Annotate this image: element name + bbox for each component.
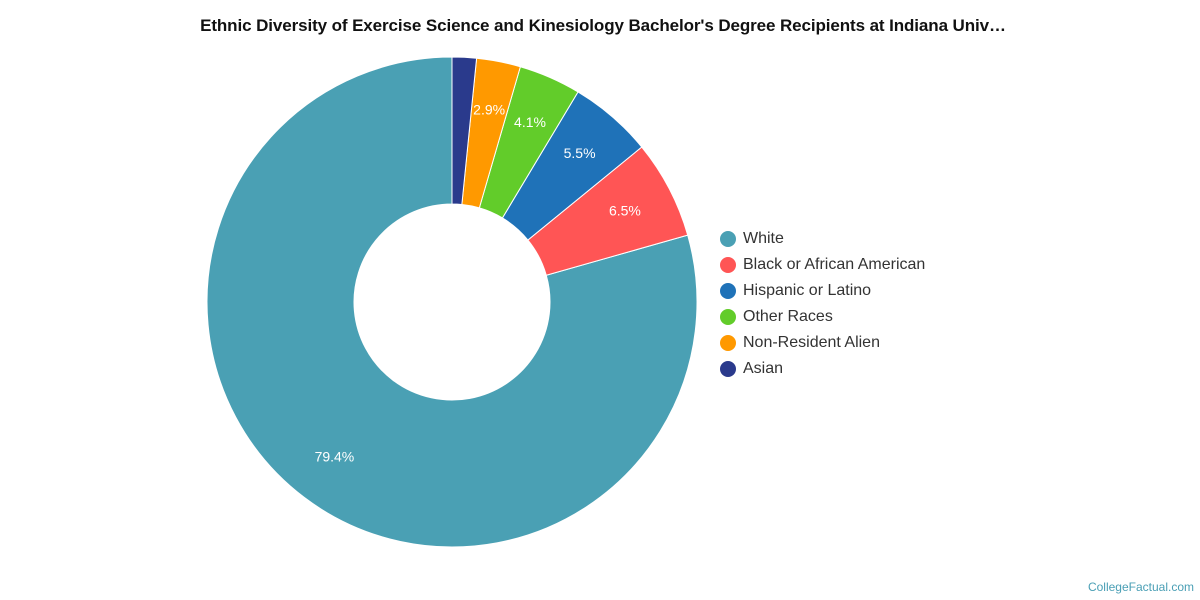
legend-item[interactable]: White [720, 226, 925, 252]
legend-item[interactable]: Asian [720, 356, 925, 382]
legend-swatch [720, 335, 736, 351]
slice-white[interactable] [206, 56, 698, 548]
slice-asian[interactable] [451, 56, 478, 206]
legend-label: Other Races [743, 308, 833, 325]
source-credit[interactable]: CollegeFactual.com [1087, 580, 1194, 594]
slice-label-white: 79.4% [315, 448, 355, 464]
legend-item[interactable]: Black or African American [720, 252, 925, 278]
slice-label-black-or-african-american: 6.5% [609, 203, 641, 219]
legend-label: Non-Resident Alien [743, 334, 880, 351]
legend-item[interactable]: Other Races [720, 304, 925, 330]
legend-swatch [720, 309, 736, 325]
legend-swatch [720, 283, 736, 299]
legend-label: Hispanic or Latino [743, 282, 872, 299]
slice-label-non-resident-alien: 2.9% [473, 101, 505, 117]
legend-label: Asian [743, 360, 784, 377]
legend-swatch [720, 361, 736, 377]
slice-label-other-races: 4.1% [514, 114, 546, 130]
slice-label-hispanic-or-latino: 5.5% [564, 145, 596, 161]
chart-legend: White Black or African American Hispanic o… [720, 226, 925, 382]
legend-item[interactable]: Hispanic or Latino [720, 278, 925, 304]
legend-swatch [720, 257, 736, 273]
legend-label: White [743, 230, 784, 247]
chart-title: Ethnic Diversity of Exercise Science and… [200, 16, 1006, 35]
legend-item[interactable]: Non-Resident Alien [720, 330, 925, 356]
legend-swatch [720, 231, 736, 247]
legend-label: Black or African American [743, 256, 926, 273]
